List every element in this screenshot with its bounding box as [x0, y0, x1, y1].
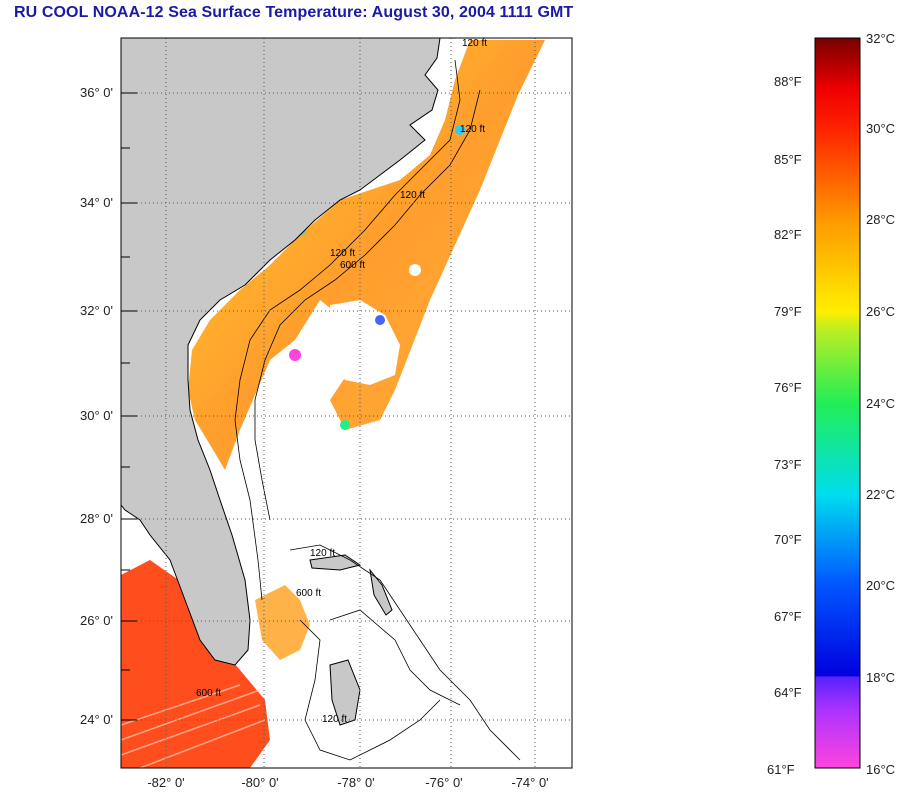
colorbar-c-label: 28°C	[866, 212, 896, 227]
colorbar-f-label: 79°F	[774, 304, 802, 319]
land-bahamas-abaco	[369, 568, 393, 616]
lon-labels: -82° 0' -80° 0' -78° 0' -76° 0' -74° 0'	[147, 775, 548, 790]
colorbar-c-label: 30°C	[866, 121, 896, 136]
sst-cool-patch	[340, 420, 350, 430]
lat-tick-marks	[121, 92, 137, 721]
lat-label: 28° 0'	[80, 511, 113, 526]
lon-label: -74° 0'	[511, 775, 548, 790]
lat-label: 36° 0'	[80, 85, 113, 100]
lat-label: 24° 0'	[80, 712, 113, 727]
isobath-label: 120 ft	[310, 548, 335, 559]
lat-label: 32° 0'	[80, 303, 113, 318]
sst-cool-patch	[375, 315, 385, 325]
colorbar-f-label: 70°F	[774, 532, 802, 547]
cloud-mask	[409, 264, 421, 276]
lat-label: 34° 0'	[80, 195, 113, 210]
colorbar-f-label: 76°F	[774, 380, 802, 395]
colorbar-c-label: 32°C	[866, 31, 896, 46]
sst-gulf-stripes	[121, 684, 266, 768]
isobath-label: 120 ft	[460, 124, 485, 135]
isobath-label: 120 ft	[322, 714, 347, 725]
sst-cool-patch	[455, 125, 465, 135]
isobath-contours	[234, 59, 521, 761]
colorbar-f-label: 85°F	[774, 152, 802, 167]
colorbar-f-label: 64°F	[774, 685, 802, 700]
isobath-label: 600 ft	[340, 260, 365, 271]
isobath-label: 120 ft	[400, 190, 425, 201]
colorbar-c-label: 26°C	[866, 304, 896, 319]
isobath-label: 120 ft	[462, 38, 487, 49]
isobath-label: 600 ft	[196, 688, 221, 699]
isobath-labels: 120 ft 120 ft 120 ft 120 ft 600 ft 120 f…	[196, 38, 487, 725]
sst-swath-north	[188, 40, 545, 470]
lon-label: -82° 0'	[147, 775, 184, 790]
sst-gulf	[121, 560, 270, 768]
isobath-label: 600 ft	[296, 588, 321, 599]
lat-label: 30° 0'	[80, 408, 113, 423]
colorbar-c-label: 16°C	[866, 762, 896, 777]
colorbar-f-label: 82°F	[774, 227, 802, 242]
colorbar-f-label: 61°F	[767, 762, 795, 777]
colorbar-f-label: 73°F	[774, 457, 802, 472]
colorbar-f-label: 88°F	[774, 74, 802, 89]
lat-labels: 36° 0' 34° 0' 32° 0' 30° 0' 28° 0' 26° 0…	[80, 85, 113, 727]
land-bahamas-andros	[329, 659, 361, 726]
lon-label: -76° 0'	[425, 775, 462, 790]
colorbar-c-label: 24°C	[866, 396, 896, 411]
land-us-southeast	[121, 38, 441, 666]
sst-cold-patch	[289, 349, 301, 361]
colorbar-c-label: 18°C	[866, 670, 896, 685]
colorbar-f-label: 67°F	[774, 609, 802, 624]
plot-frame	[120, 37, 573, 769]
graticule	[121, 38, 572, 768]
colorbar-c-label: 22°C	[866, 487, 896, 502]
colorbar	[814, 37, 861, 769]
lat-label: 26° 0'	[80, 613, 113, 628]
colorbar-c-label: 20°C	[866, 578, 896, 593]
lon-label: -80° 0'	[241, 775, 278, 790]
sst-swath-bahamas	[255, 585, 310, 660]
map-title: RU COOL NOAA-12 Sea Surface Temperature:…	[14, 4, 574, 21]
lon-label: -78° 0'	[337, 775, 374, 790]
isobath-label: 120 ft	[330, 248, 355, 259]
